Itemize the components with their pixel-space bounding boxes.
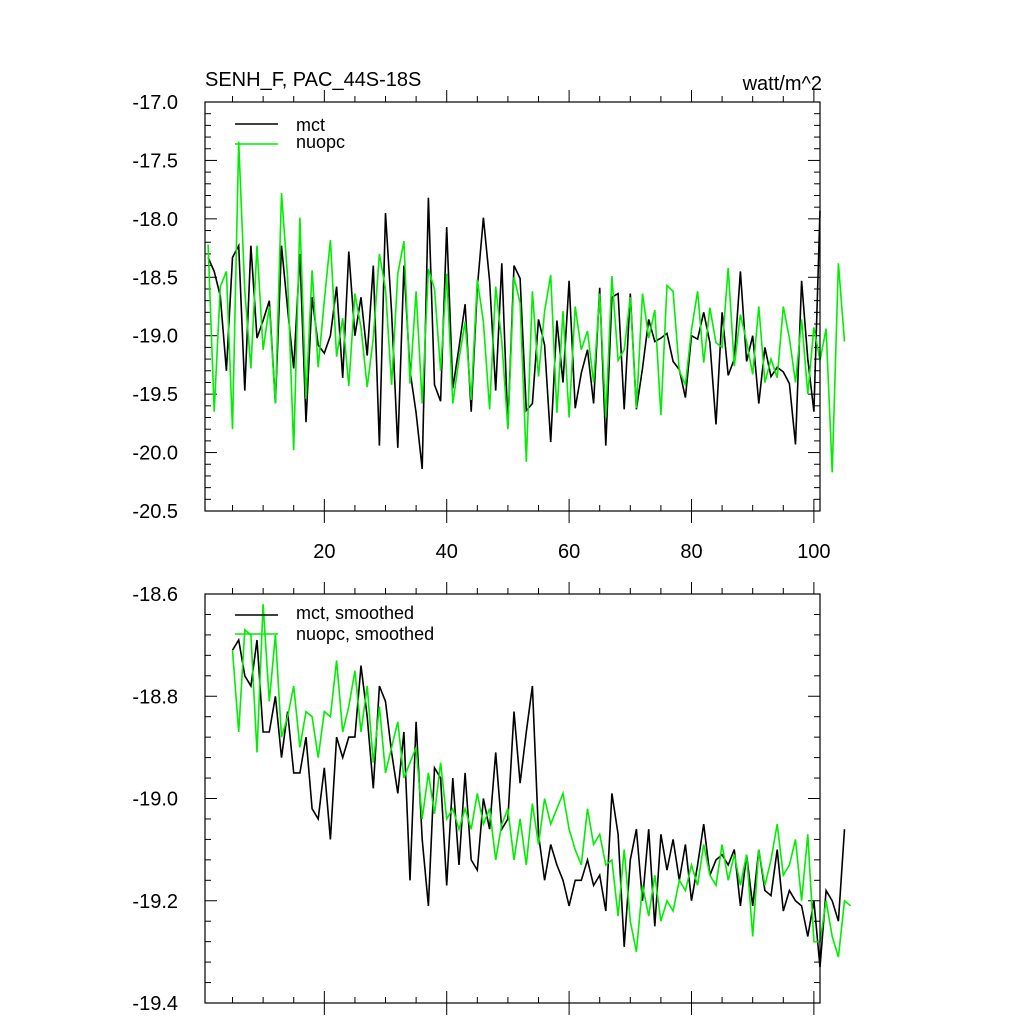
legend-label-nuopc: nuopc	[296, 132, 345, 152]
y-tick-label: -18.5	[132, 267, 178, 289]
top-legend: mct nuopc	[235, 115, 345, 152]
y-tick-label: -20.5	[132, 501, 178, 523]
legend-label-mct-smoothed: mct, smoothed	[296, 603, 414, 623]
units-label: watt/m^2	[742, 73, 822, 95]
y-tick-label: -19.0	[132, 789, 178, 811]
y-tick-label: -17.0	[132, 92, 178, 114]
series-line-mct-smoothed	[231, 637, 846, 968]
y-tick-label: -19.5	[132, 384, 178, 406]
bottom-plot-frame	[204, 593, 821, 1004]
x-tick-label: 80	[680, 541, 702, 563]
y-tick-label: -19.0	[132, 326, 178, 348]
bottom-legend: mct, smoothed nuopc, smoothed	[235, 603, 434, 644]
y-tick-label: -17.5	[132, 150, 178, 172]
legend-label-mct: mct	[296, 115, 325, 135]
x-tick-label: 40	[436, 541, 458, 563]
x-tick-label: 100	[797, 541, 830, 563]
y-tick-label: -19.2	[132, 891, 178, 913]
y-tick-label: -19.4	[132, 993, 178, 1015]
series-line-nuopc	[207, 141, 846, 473]
top-panel: SENH_F, PAC_44S-18S watt/m^2 20 40 60 80 100…	[132, 69, 846, 563]
y-tick-label: -18.6	[132, 584, 178, 606]
x-tick-label: 60	[558, 541, 580, 563]
chart-title: SENH_F, PAC_44S-18S	[205, 69, 421, 91]
x-tick-label: 20	[313, 541, 335, 563]
series-line-mct	[207, 197, 821, 469]
bottom-panel: -18.6 -18.8 -19.0 -19.2 -19.4 mct, smoothed …	[132, 582, 852, 1015]
top-plot-frame	[204, 101, 821, 512]
y-tick-label: -18.8	[132, 686, 178, 708]
y-tick-label: -18.0	[132, 209, 178, 231]
y-tick-label: -20.0	[132, 443, 178, 465]
legend-label-nuopc-smoothed: nuopc, smoothed	[296, 624, 434, 644]
series-line-nuopc-smoothed	[231, 604, 852, 958]
